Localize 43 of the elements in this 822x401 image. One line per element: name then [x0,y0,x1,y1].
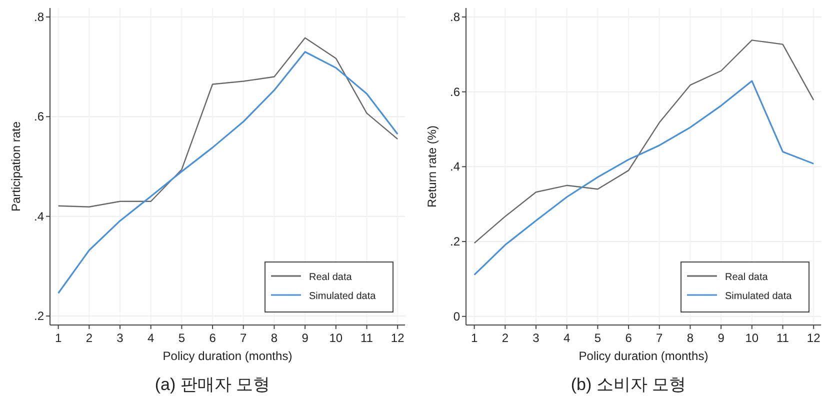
y-tick-label: .2 [34,309,44,324]
text: (b) 소비자 모형 [570,375,686,394]
x-tick-label: 7 [656,331,664,345]
legend-label: Real data [725,272,768,283]
y-axis-title: Return rate (%) [425,125,439,208]
text: (a) 판매자 모형 [154,375,270,394]
x-tick-label: 9 [302,331,309,345]
x-tick-label: 10 [745,331,759,345]
x-tick-label: 6 [209,331,216,345]
x-tick-label: 4 [148,331,155,345]
x-tick-label: 2 [86,331,93,345]
x-tick-label: 12 [390,331,405,345]
x-tick-label: 1 [54,331,62,345]
y-tick-label: .6 [450,84,460,99]
x-tick-label: 4 [564,331,571,345]
x-tick-label: 11 [360,331,374,345]
x-tick-label: 6 [625,331,632,345]
x-tick-label: 11 [776,331,790,345]
x-tick-label: 8 [686,331,694,345]
y-axis-title: Participation rate [9,121,23,212]
y-tick-label: .4 [34,209,44,224]
legend-label: Simulated data [725,291,792,302]
legend-label: Real data [309,272,352,283]
legend-label: Simulated data [309,291,376,302]
x-tick-label: 1 [470,331,478,345]
y-tick-label: .8 [34,10,44,24]
x-axis-title: Policy duration (months) [162,349,292,363]
x-tick-label: 9 [718,331,725,345]
y-tick-label: .8 [450,10,460,24]
y-tick-label: .4 [450,160,460,174]
x-tick-label: 12 [806,331,821,345]
y-tick-label: .6 [34,110,44,124]
x-tick-label: 3 [116,331,124,345]
x-tick-label: 3 [532,331,540,345]
x-tick-label: 5 [594,331,602,345]
x-tick-label: 8 [270,331,278,345]
y-tick-label: 0 [453,309,460,324]
x-tick-label: 2 [502,331,509,345]
x-tick-label: 5 [178,331,186,345]
x-tick-label: 7 [240,331,248,345]
x-axis-title: Policy duration (months) [578,349,708,363]
x-tick-label: 10 [329,331,343,345]
y-tick-label: .2 [450,234,460,249]
